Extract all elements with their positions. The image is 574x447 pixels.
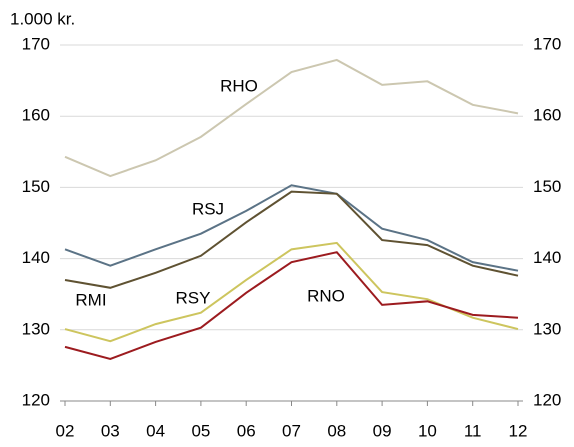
x-tick-label: 05 xyxy=(191,421,210,440)
x-tick-label: 04 xyxy=(146,421,165,440)
x-tick-label: 07 xyxy=(282,421,301,440)
unit-label: 1.000 kr. xyxy=(10,9,75,28)
series-line xyxy=(64,184,519,272)
x-tick-label: 11 xyxy=(464,421,482,440)
x-tick-label: 12 xyxy=(509,421,528,440)
series-line xyxy=(64,251,519,361)
series-label: RMI xyxy=(75,290,106,309)
x-tick-label: 02 xyxy=(56,421,75,440)
x-tick-label: 10 xyxy=(418,421,437,440)
series-label: RNO xyxy=(307,286,345,305)
series-line xyxy=(64,58,519,178)
y2-tick-label: 120 xyxy=(533,390,561,409)
y-tick-label: 140 xyxy=(22,248,50,267)
x-tick-label: 08 xyxy=(327,421,346,440)
y-tick-label: 130 xyxy=(22,319,50,338)
y-tick-label: 150 xyxy=(22,177,50,196)
y2-tick-label: 170 xyxy=(533,34,561,53)
y2-tick-label: 130 xyxy=(533,319,561,338)
x-tick-label: 06 xyxy=(237,421,256,440)
y-tick-label: 170 xyxy=(22,34,50,53)
y2-tick-label: 150 xyxy=(533,177,561,196)
series-label: RSJ xyxy=(192,199,224,218)
series-label: RSY xyxy=(176,288,211,307)
series-line xyxy=(64,190,519,289)
x-tick-label: 03 xyxy=(101,421,120,440)
series-label: RHO xyxy=(220,76,258,95)
y-tick-label: 120 xyxy=(22,390,50,409)
y2-tick-label: 160 xyxy=(533,106,561,125)
y2-tick-label: 140 xyxy=(533,248,561,267)
y-tick-label: 160 xyxy=(22,106,50,125)
x-tick-label: 09 xyxy=(373,421,392,440)
